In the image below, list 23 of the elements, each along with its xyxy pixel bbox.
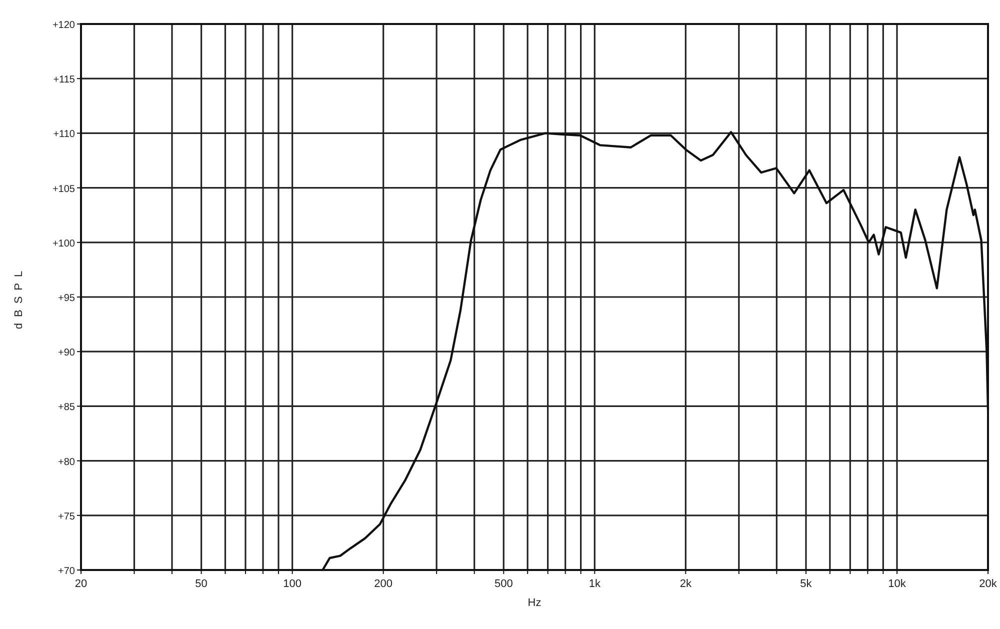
x-tick-label: 50 <box>195 578 208 590</box>
x-tick-label: 2k <box>680 578 692 590</box>
x-tick-label: 20k <box>979 578 998 590</box>
x-tick-label: 200 <box>374 578 393 590</box>
y-tick-label: +105 <box>52 184 76 195</box>
y-tick-label: +100 <box>52 238 76 250</box>
x-tick-label: 10k <box>888 578 906 590</box>
y-tick-label: +120 <box>52 20 76 31</box>
y-tick-label: +110 <box>53 129 76 140</box>
x-tick-label: 100 <box>283 578 302 590</box>
x-tick-label: 5k <box>800 578 812 590</box>
x-tick-label: 1k <box>588 578 601 590</box>
y-axis-title: dBSPL <box>13 264 25 330</box>
y-tick-label: +115 <box>53 74 76 86</box>
y-tick-label: +80 <box>58 456 76 468</box>
y-tick-label: +90 <box>58 348 76 359</box>
y-tick-label: +70 <box>58 566 76 577</box>
y-tick-label: +75 <box>58 511 76 522</box>
x-tick-label: 500 <box>494 578 513 590</box>
x-axis-title: Hz <box>528 597 542 609</box>
y-tick-label: +85 <box>58 402 76 414</box>
y-tick-label: +95 <box>58 293 76 304</box>
x-tick-label: 20 <box>74 578 88 590</box>
